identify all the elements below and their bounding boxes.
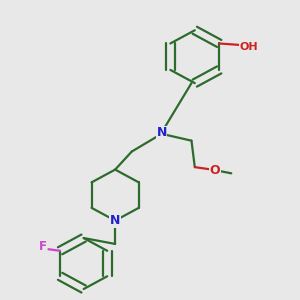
Text: N: N: [156, 126, 167, 140]
Text: F: F: [38, 240, 46, 253]
Text: O: O: [209, 164, 220, 177]
Text: OH: OH: [239, 42, 258, 52]
Text: N: N: [110, 214, 120, 227]
